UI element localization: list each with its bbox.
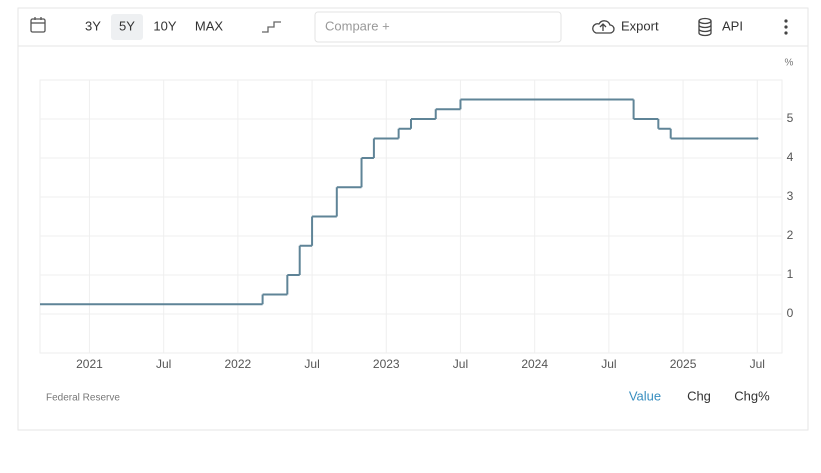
calendar-icon[interactable] (30, 17, 46, 33)
range-selected (111, 14, 143, 40)
card (17, 7, 809, 431)
tab[interactable]: Chg (687, 388, 711, 403)
y-tick-label: 4 (787, 150, 794, 164)
step-end (756, 137, 759, 140)
x-tick-label: 2025 (670, 357, 697, 371)
range-button[interactable]: 5Y (119, 18, 135, 33)
y-unit: % (785, 58, 794, 69)
compare-placeholder: Compare + (325, 18, 390, 33)
range-button[interactable]: MAX (195, 18, 224, 33)
y-tick-label: 0 (787, 306, 794, 320)
y-tick-label: 3 (787, 189, 794, 203)
x-tick-label: 2021 (76, 357, 103, 371)
tab[interactable]: Chg% (734, 388, 770, 403)
y-tick-label: 1 (787, 267, 794, 281)
x-tick-label: 2022 (225, 357, 252, 371)
compare-input[interactable] (314, 11, 562, 43)
api-button[interactable]: API (722, 18, 743, 33)
x-tick-label: Jul (601, 357, 616, 371)
chart-type-icon[interactable] (262, 21, 281, 33)
source: Federal Reserve (46, 393, 120, 404)
range-button[interactable]: 3Y (85, 18, 101, 33)
export-icon[interactable] (592, 20, 615, 34)
menu-icon[interactable] (784, 19, 788, 35)
export-button[interactable]: Export (621, 18, 659, 33)
x-tick-label: 2023 (373, 357, 400, 371)
x-tick-label: Jul (304, 357, 319, 371)
y-tick-label: 2 (787, 228, 794, 242)
x-tick-label: Jul (156, 357, 171, 371)
plot-frame (39, 79, 783, 354)
range-button[interactable]: 10Y (153, 18, 176, 33)
x-tick-label: 2024 (521, 357, 548, 371)
api-icon[interactable] (698, 17, 712, 37)
x-tick-label: Jul (453, 357, 468, 371)
y-tick-label: 5 (787, 111, 794, 125)
x-tick-label: Jul (750, 357, 765, 371)
tab-active[interactable]: Value (629, 388, 661, 403)
